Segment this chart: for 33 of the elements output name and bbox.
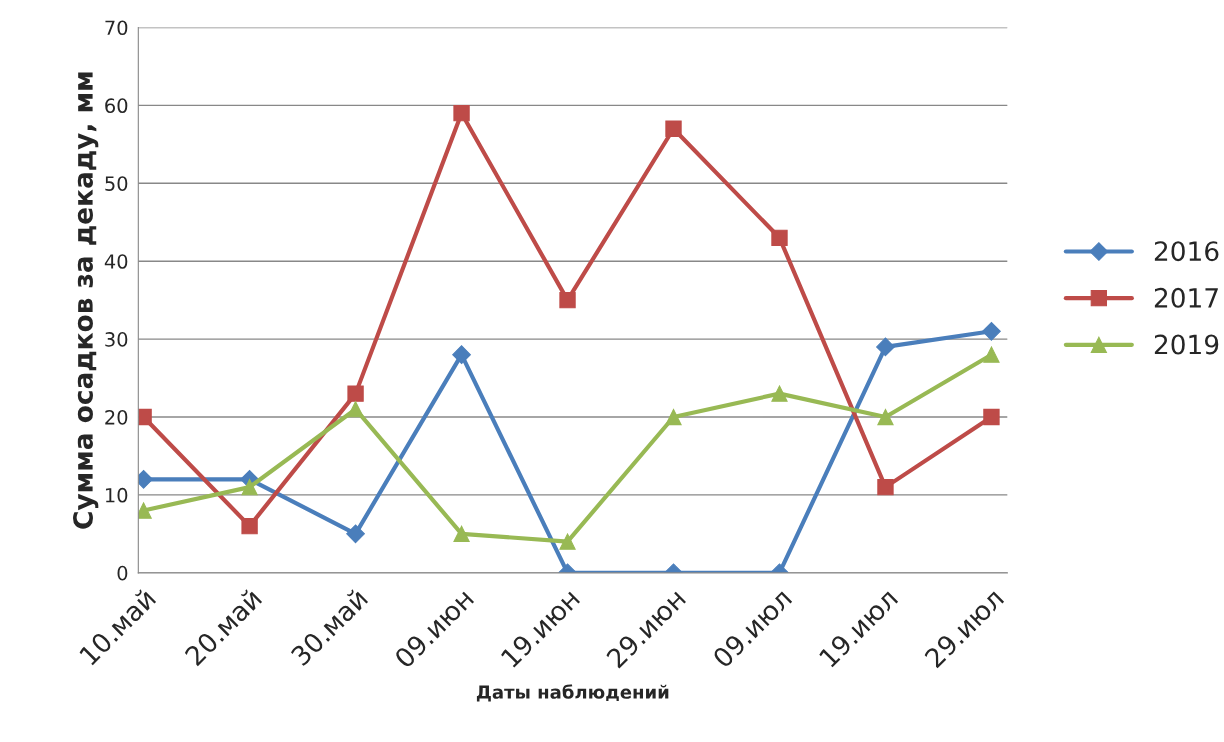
point (983, 408, 1000, 426)
point (241, 517, 258, 535)
point (665, 408, 682, 426)
point (241, 478, 258, 496)
y-tick-label: 40 (104, 254, 128, 269)
y-tick-label: 30 (105, 332, 128, 347)
point (559, 291, 576, 309)
point (453, 105, 470, 122)
point (452, 345, 471, 365)
y-axis-title: Сумма осадков за декаду, мм (73, 72, 99, 529)
point (347, 385, 364, 402)
point (771, 229, 788, 246)
point (346, 524, 365, 544)
legend-label: 2017 (1154, 287, 1218, 308)
y-tick-label: 60 (105, 98, 128, 114)
point (347, 401, 364, 418)
y-tick-label: 70 (105, 20, 128, 36)
x-axis-title: Даты наблюдений (476, 684, 669, 702)
point (877, 478, 894, 496)
legend-label: 2016 (1154, 241, 1219, 262)
point (877, 408, 894, 426)
point (771, 385, 788, 402)
legend-label: 2019 (1154, 334, 1219, 355)
point (982, 321, 1001, 341)
y-tick-label: 10 (105, 487, 128, 503)
y-tick-label: 0 (117, 565, 128, 581)
point (876, 337, 895, 357)
point (665, 120, 682, 137)
y-tick-label: 20 (105, 409, 128, 425)
y-tick-label: 50 (105, 176, 128, 191)
point (559, 533, 576, 550)
point (983, 346, 1000, 363)
point (453, 525, 470, 543)
